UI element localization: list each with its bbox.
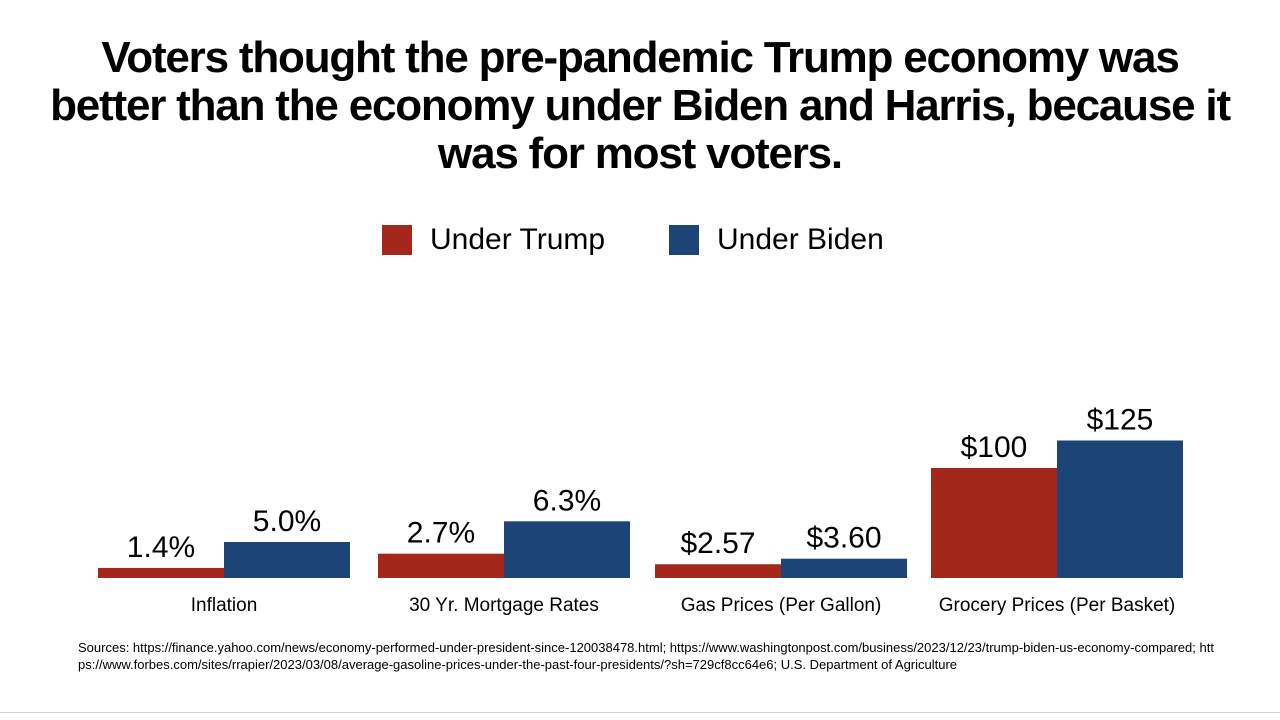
bar-biden-gas-prices-per-gallon[interactable] xyxy=(781,558,907,578)
data-label-biden-grocery-prices-per-basket: $125 xyxy=(1087,404,1154,437)
data-label-trump-gas-prices-per-gallon: $2.57 xyxy=(680,527,755,560)
data-label-trump-inflation: 1.4% xyxy=(127,531,195,564)
bar-biden-inflation[interactable] xyxy=(224,542,350,578)
category-label-grocery-prices-per-basket: Grocery Prices (Per Basket) xyxy=(939,595,1176,616)
chart-legend: Under Trump Under Biden xyxy=(0,218,1280,262)
chart-title: Voters thought the pre-pandemic Trump ec… xyxy=(40,34,1240,178)
bar-trump-grocery-prices-per-basket[interactable] xyxy=(931,468,1057,578)
data-label-biden-30-yr-mortgage-rates: 6.3% xyxy=(533,484,601,517)
bar-biden-30-yr-mortgage-rates[interactable] xyxy=(504,521,630,578)
bar-trump-30-yr-mortgage-rates[interactable] xyxy=(378,553,504,578)
sources-text: Sources: https://finance.yahoo.com/news/… xyxy=(78,640,1214,672)
bar-group-30-yr-mortgage-rates: 2.7% 6.3% 30 Yr. Mortgage Rates xyxy=(378,484,630,616)
data-label-biden-inflation: 5.0% xyxy=(253,505,321,538)
title-line-1: Voters thought the pre-pandemic Trump ec… xyxy=(101,33,1179,82)
bar-trump-gas-prices-per-gallon[interactable] xyxy=(655,564,781,578)
legend-swatch-biden xyxy=(669,225,699,255)
bar-group-gas-prices-per-gallon: $2.57 $3.60 Gas Prices (Per Gallon) xyxy=(655,522,907,616)
title-line-2: better than the economy under Biden and … xyxy=(50,81,1231,130)
legend-label-biden: Under Biden xyxy=(717,223,884,256)
title-line-3: was for most voters. xyxy=(438,129,843,178)
category-label-gas-prices-per-gallon: Gas Prices (Per Gallon) xyxy=(681,595,882,616)
bottom-divider xyxy=(0,712,1280,713)
legend-item-trump[interactable]: Under Trump xyxy=(382,218,605,262)
bar-trump-inflation[interactable] xyxy=(98,567,224,578)
bar-group-inflation: 1.4% 5.0% Inflation xyxy=(98,505,350,616)
data-label-trump-30-yr-mortgage-rates: 2.7% xyxy=(407,517,475,550)
bar-group-grocery-prices-per-basket: $100 $125 Grocery Prices (Per Basket) xyxy=(931,404,1183,616)
data-label-trump-grocery-prices-per-basket: $100 xyxy=(961,431,1028,464)
legend-swatch-trump xyxy=(382,225,412,255)
legend-label-trump: Under Trump xyxy=(430,223,606,256)
data-label-biden-gas-prices-per-gallon: $3.60 xyxy=(806,522,881,555)
legend-item-biden[interactable]: Under Biden xyxy=(669,218,884,262)
bar-biden-grocery-prices-per-basket[interactable] xyxy=(1057,440,1183,579)
category-label-inflation: Inflation xyxy=(191,595,258,616)
category-label-30-yr-mortgage-rates: 30 Yr. Mortgage Rates xyxy=(409,595,599,616)
